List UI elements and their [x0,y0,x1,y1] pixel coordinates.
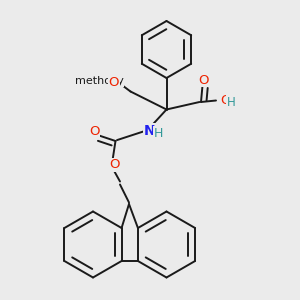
Text: methyl: methyl [90,76,95,77]
Text: O: O [198,74,208,87]
Text: methoxy: methoxy [75,76,123,86]
Text: O: O [220,94,231,107]
Text: H: H [154,127,163,140]
Text: methoxy: methoxy [105,81,111,82]
Text: O: O [109,76,119,89]
Text: N: N [144,124,155,137]
Text: O: O [109,158,119,172]
Text: H: H [226,95,235,109]
Text: O: O [109,75,119,88]
Text: O: O [89,125,100,139]
